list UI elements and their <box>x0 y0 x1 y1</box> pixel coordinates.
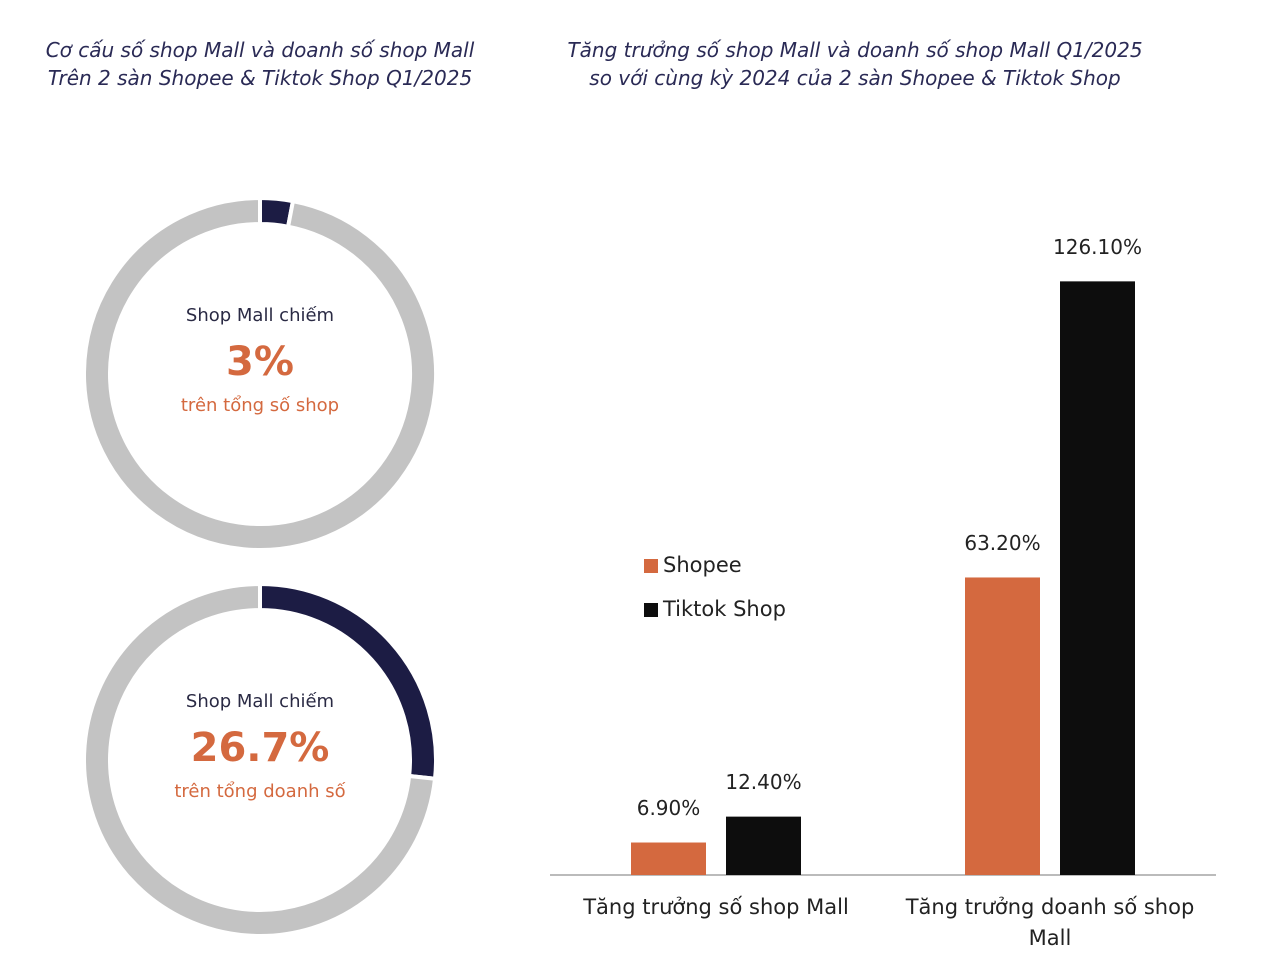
data-label: 126.10% <box>1053 235 1142 259</box>
x-tick-label: Tăng trưởng số shop Mall <box>583 895 849 919</box>
donut-segment <box>82 581 438 938</box>
legend-swatch <box>644 603 658 617</box>
donut-title: Cơ cấu số shop Mall và doanh số shop Mal… <box>45 38 475 90</box>
data-label: 6.90% <box>637 796 701 820</box>
bar <box>1060 281 1135 875</box>
center-value: 26.7% <box>191 725 330 771</box>
donut-segment <box>82 195 438 552</box>
legend-label: Shopee <box>663 553 742 577</box>
data-label: 12.40% <box>725 770 801 794</box>
center-value: 3% <box>226 339 294 385</box>
legend-swatch <box>644 559 658 573</box>
bar <box>726 816 801 875</box>
bar <box>631 842 706 875</box>
center-caption: trên tổng số shop <box>181 395 339 416</box>
x-tick-label: Tăng trưởng doanh số shop Mall <box>905 895 1195 950</box>
center-caption: trên tổng doanh số <box>174 781 345 802</box>
bar <box>965 577 1040 875</box>
data-label: 63.20% <box>964 531 1040 555</box>
center-caption: Shop Mall chiếm <box>186 305 334 326</box>
center-caption: Shop Mall chiếm <box>186 691 334 712</box>
bar-title: Tăng trưởng số shop Mall và doanh số sho… <box>567 38 1143 90</box>
legend-label: Tiktok Shop <box>662 597 786 621</box>
